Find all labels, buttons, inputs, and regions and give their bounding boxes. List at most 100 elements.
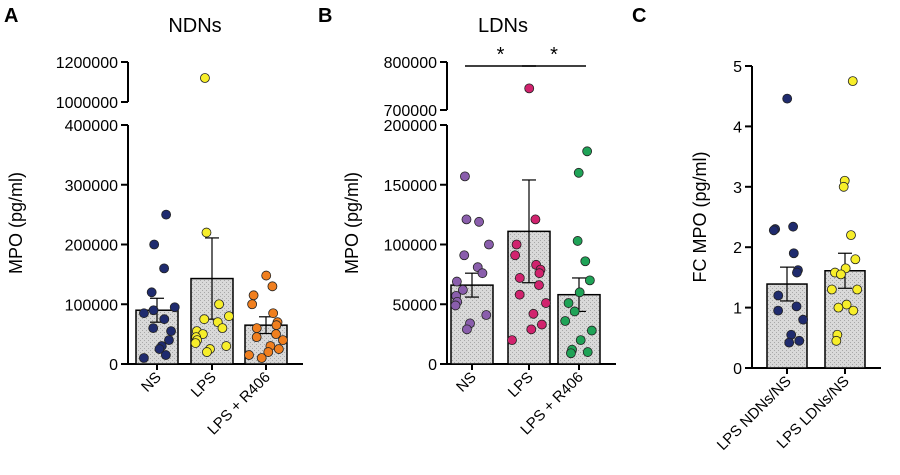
data-point [460,171,470,182]
data-point [582,146,593,157]
data-point [510,250,521,261]
panel-a: NDNs 0 100000 200000 300000 400000 1000000 1200… [6,15,303,438]
data-point [826,284,837,295]
data-point [217,323,228,334]
y-tick-label: 400000 [65,118,118,135]
y-tick-label: 0 [733,361,742,378]
data-point [148,305,159,316]
data-point [528,308,539,319]
data-point [534,268,545,279]
data-point [271,329,281,340]
data-point [768,225,779,236]
y-axis-label: FC MPO (pg/ml) [690,151,710,282]
data-point [199,314,210,325]
data-point [848,305,859,316]
data-point [166,326,176,337]
data-point [201,227,212,238]
data-point [278,335,288,346]
category-label: NS [453,369,480,396]
y-tick-label: 2 [733,240,742,257]
y-tick-label: 50000 [393,297,438,314]
data-point [572,236,583,246]
data-point [261,270,272,281]
data-point [566,348,576,359]
data-point [256,353,267,363]
data-point [224,311,234,322]
panel-letter-a: A [4,5,18,27]
data-point [524,83,535,94]
y-tick-label: 1200000 [56,55,118,72]
data-point [202,347,212,357]
data-point [514,273,525,283]
data-point [268,308,279,319]
y-tick-label: 100000 [65,297,118,314]
y-axis-label: MPO (pg/ml) [6,172,26,274]
data-point [831,335,842,346]
data-point [536,319,547,330]
data-point [580,256,591,267]
data-point [846,230,856,241]
significance-label: * [550,44,558,66]
data-point [159,314,170,325]
data-point [794,335,805,346]
data-point [514,289,525,300]
y-tick-label: 800000 [384,55,437,72]
data-point [788,221,799,232]
data-point [251,332,262,343]
data-point [586,325,597,336]
y-tick-label: 0 [428,357,437,374]
category-label: NS [138,369,165,396]
data-point [541,298,551,308]
data-point [159,263,170,274]
y-tick-label: 700000 [384,103,437,120]
data-point [160,350,171,360]
data-point [773,290,784,301]
data-point [534,280,544,291]
data-point [798,314,809,325]
data-point [791,301,802,312]
data-point [835,269,846,280]
y-tick-label: 1 [733,301,742,318]
y-tick-label: 200000 [65,238,118,255]
data-point [838,181,849,192]
data-point [244,350,254,360]
data-point [833,302,844,313]
category-label: LPS [505,369,537,401]
y-tick-label: 0 [109,357,118,374]
data-point [267,281,278,292]
data-point [573,167,584,178]
data-point [481,310,492,320]
data-point [459,250,470,261]
data-point [782,93,793,104]
data-point [569,306,580,317]
data-point [584,275,595,286]
category-label: LPS [188,369,220,401]
data-point [484,239,494,250]
data-point [251,323,262,334]
y-tick-label: 300000 [65,178,118,195]
data-point [200,73,210,83]
data-point [271,320,282,331]
data-point [773,305,784,316]
data-point [575,335,586,346]
data-point [461,214,472,225]
data-point [582,347,593,357]
significance-label: * [497,44,505,66]
data-point [450,300,461,311]
data-point [563,298,574,308]
data-point [247,299,258,310]
data-point [574,287,585,298]
data-point [530,214,541,225]
data-point [784,337,795,348]
data-point [263,347,274,357]
y-tick-label: 200000 [384,118,437,135]
y-tick-label: 3 [733,180,742,197]
y-tick-label: 4 [733,119,742,136]
data-point [154,344,165,354]
data-point [507,335,517,346]
data-point [477,268,488,279]
data-point [148,323,159,334]
data-point [457,285,468,295]
